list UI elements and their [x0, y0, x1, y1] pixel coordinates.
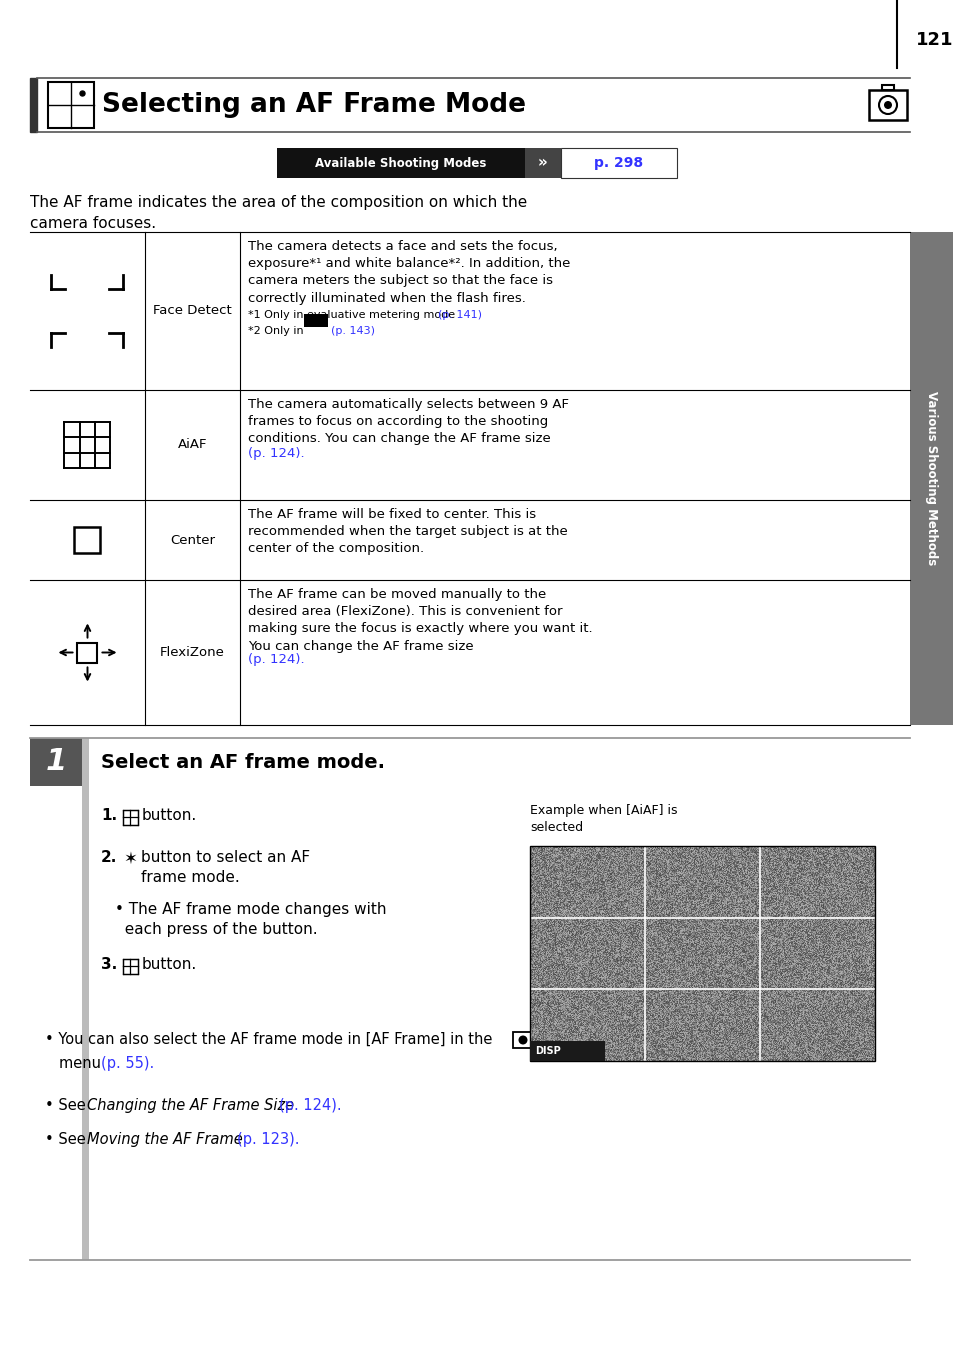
Text: Available Shooting Modes: Available Shooting Modes [315, 156, 486, 169]
Text: Moving the AF Frame: Moving the AF Frame [87, 1132, 242, 1147]
Text: (p. 124).: (p. 124). [278, 1098, 341, 1114]
Text: button.: button. [142, 958, 197, 972]
Text: *2 Only in: *2 Only in [248, 325, 307, 336]
Bar [74, 527, 100, 553]
Text: Various Shooting Methods: Various Shooting Methods [924, 391, 938, 566]
Text: Changing the AF Frame Size: Changing the AF Frame Size [87, 1098, 294, 1114]
Bar [77, 643, 97, 663]
Text: Example when [AiAF] is
selected: Example when [AiAF] is selected [530, 804, 677, 834]
Bar [882, 85, 893, 90]
Text: (p. 55).: (p. 55). [101, 1056, 154, 1071]
Text: button.: button. [142, 808, 197, 823]
Text: Select an AF frame mode.: Select an AF frame mode. [101, 752, 385, 772]
Bar [524, 148, 560, 178]
Text: • You can also select the AF frame mode in [AF Frame] in the: • You can also select the AF frame mode … [45, 1032, 492, 1046]
Text: AWB: AWB [307, 331, 325, 336]
Text: The camera detects a face and sets the focus,
exposure*¹ and white balance*². In: The camera detects a face and sets the f… [248, 239, 570, 304]
Text: (p. 124).: (p. 124). [248, 447, 304, 460]
Bar [868, 90, 906, 120]
Text: FlexiZone: FlexiZone [160, 646, 225, 659]
Text: button to select an AF
frame mode.: button to select an AF frame mode. [141, 850, 310, 885]
Text: The camera automatically selects between 9 AF
frames to focus on according to th: The camera automatically selects between… [248, 398, 568, 445]
Text: • See: • See [45, 1132, 91, 1147]
Text: Face Detect: Face Detect [153, 304, 232, 317]
Text: Selecting an AF Frame Mode: Selecting an AF Frame Mode [102, 91, 525, 118]
Text: DISP: DISP [535, 1046, 560, 1056]
Bar [276, 148, 524, 178]
Text: • The AF frame mode changes with
  each press of the button.: • The AF frame mode changes with each pr… [115, 902, 386, 937]
Text: 1: 1 [46, 748, 67, 776]
Bar [30, 78, 37, 132]
Bar [48, 82, 94, 128]
Text: 121: 121 [915, 31, 953, 48]
Text: *1 Only in evaluative metering mode: *1 Only in evaluative metering mode [248, 309, 458, 320]
Bar [530, 1041, 604, 1061]
Text: The AF frame can be moved manually to the
desired area (FlexiZone). This is conv: The AF frame can be moved manually to th… [248, 588, 592, 652]
Bar [82, 738, 89, 1260]
Text: 2.: 2. [101, 850, 117, 865]
Circle shape [883, 101, 891, 109]
Bar [560, 148, 677, 178]
Text: 3.: 3. [101, 958, 117, 972]
Text: (p. 143): (p. 143) [331, 325, 375, 336]
Text: The AF frame will be fixed to center. This is
recommended when the target subjec: The AF frame will be fixed to center. Th… [248, 508, 567, 555]
Bar [30, 738, 82, 785]
Text: »: » [537, 156, 547, 171]
Text: The AF frame indicates the area of the composition on which the
camera focuses.: The AF frame indicates the area of the c… [30, 195, 527, 231]
Text: (p. 141): (p. 141) [437, 309, 481, 320]
Text: ✶: ✶ [123, 850, 136, 868]
Text: p. 298: p. 298 [594, 156, 643, 169]
Text: • See: • See [45, 1098, 91, 1114]
Text: (p. 124).: (p. 124). [248, 654, 304, 666]
Bar [123, 810, 138, 824]
Circle shape [518, 1036, 527, 1045]
Bar [530, 846, 874, 1061]
Text: 1.: 1. [101, 808, 117, 823]
Text: (p. 123).: (p. 123). [236, 1132, 299, 1147]
Text: AiAF: AiAF [177, 438, 207, 452]
Bar [304, 313, 328, 327]
Circle shape [80, 91, 85, 95]
Bar [909, 231, 953, 725]
Text: Center: Center [170, 534, 214, 546]
Bar [123, 959, 138, 974]
Bar [513, 1032, 533, 1048]
Text: menu: menu [59, 1056, 106, 1071]
